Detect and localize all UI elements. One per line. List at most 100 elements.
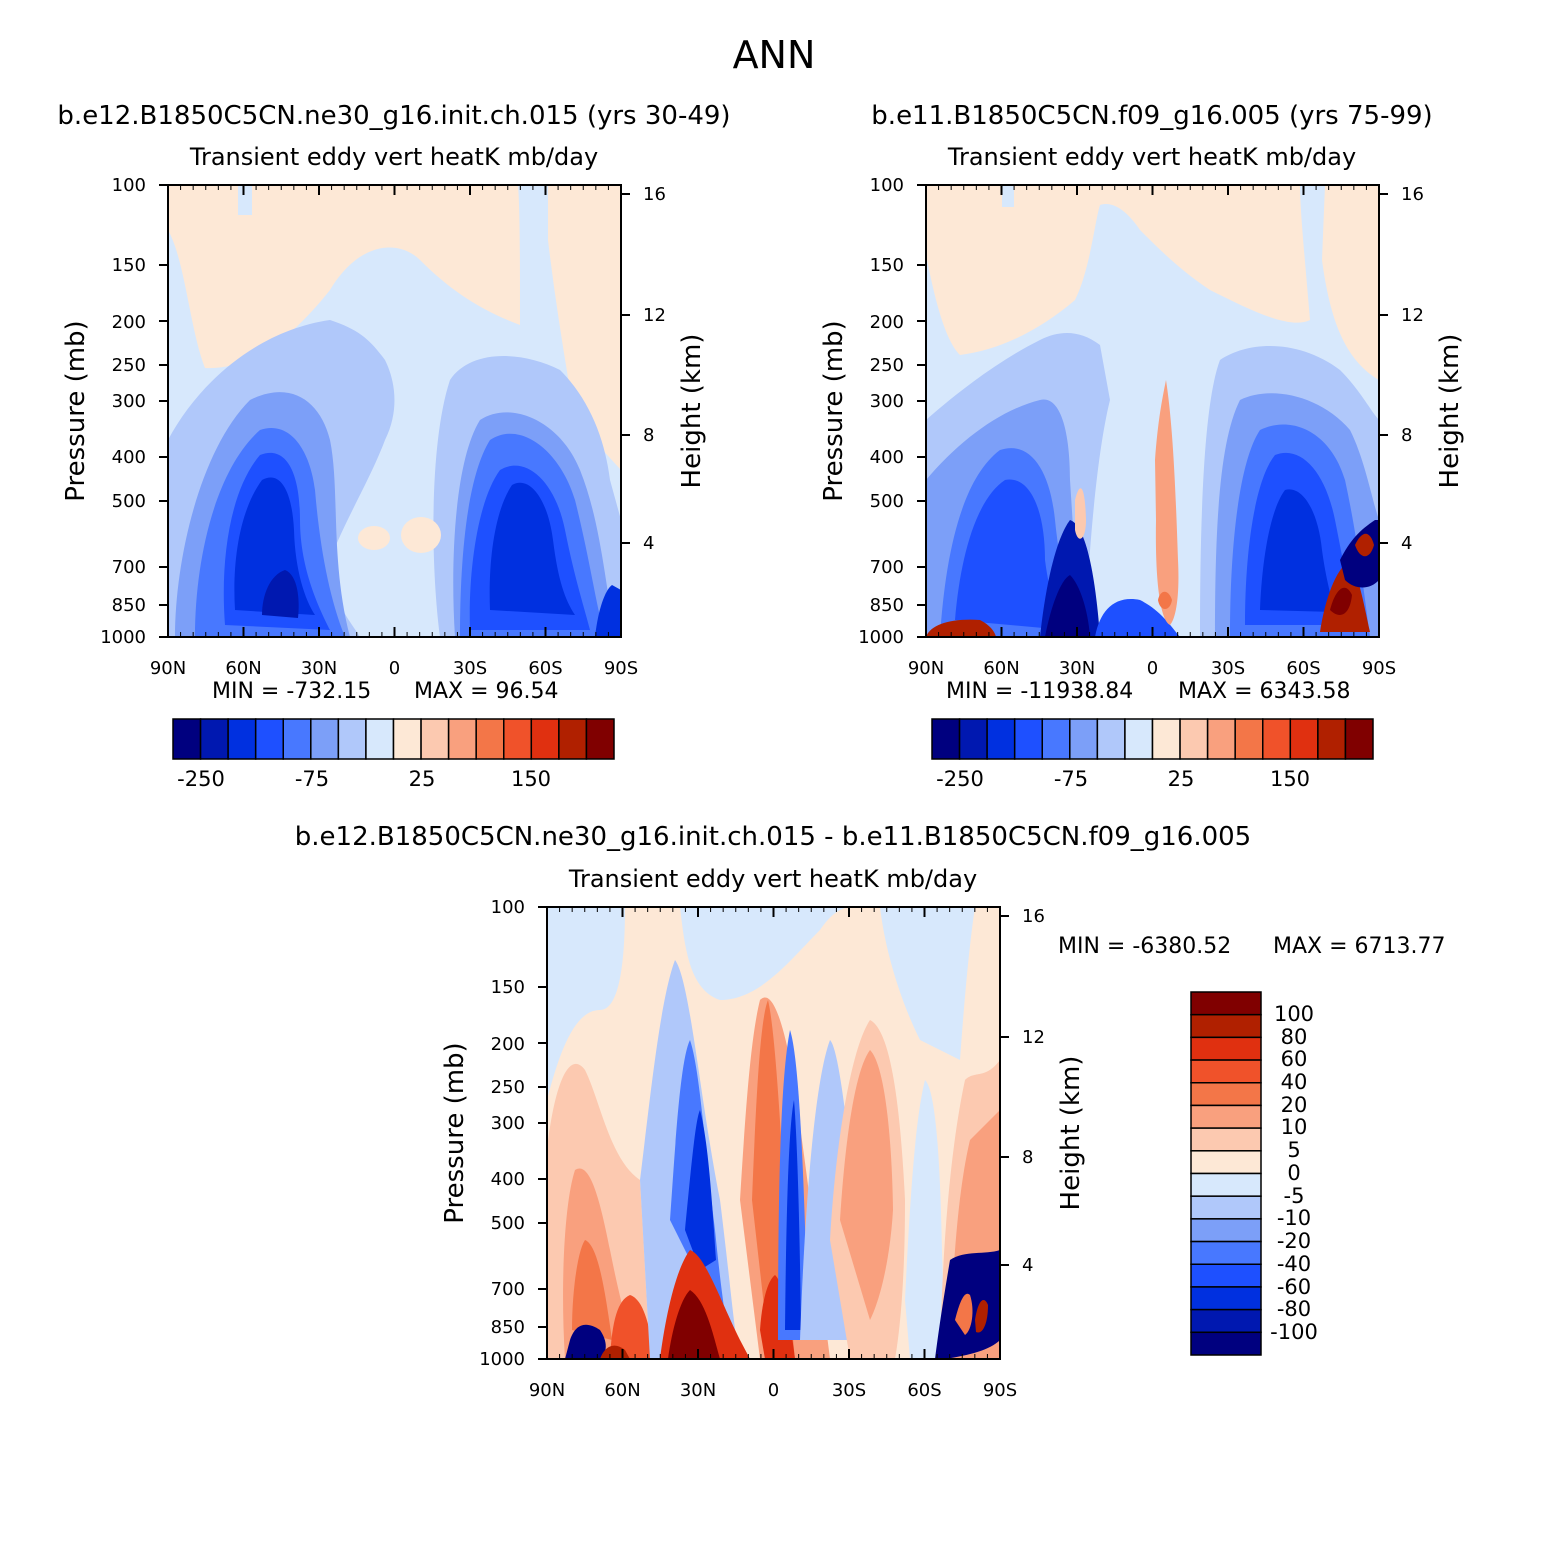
colorbar-label: 80 xyxy=(1281,1025,1308,1049)
colorbar-swatch xyxy=(1190,991,1262,1016)
case-title: b.e11.B1850C5CN.f09_g16.005 (yrs 75-99) xyxy=(871,101,1432,131)
colorbar-label: 60 xyxy=(1281,1047,1308,1071)
case-title: b.e12.B1850C5CN.ne30_g16.init.ch.015 (yr… xyxy=(57,101,730,131)
colorbar-swatch xyxy=(986,718,1016,760)
y-tick-label: 850 xyxy=(870,595,904,616)
colorbar-swatch xyxy=(1190,1150,1262,1175)
x-tick-label: 60N xyxy=(604,1380,640,1401)
y2-tick-label: 4 xyxy=(1022,1255,1033,1276)
x-tick-label: 60S xyxy=(1286,658,1320,679)
x-ticks: 90N 60N 30N 0 30S 60S 90S xyxy=(908,658,1396,679)
colorbar xyxy=(1190,991,1262,1356)
min-label: MIN = -11938.84 xyxy=(946,679,1133,704)
colorbar-label: 100 xyxy=(1274,1002,1314,1026)
colorbar-swatch xyxy=(1190,1013,1262,1039)
y-ticks: 100 150 200 250 300 400 500 700 850 1000 xyxy=(858,175,904,648)
x-tick-label: 30S xyxy=(1211,658,1245,679)
y2-tick-label: 16 xyxy=(1401,184,1424,205)
colorbar-swatch xyxy=(1069,718,1099,760)
y-tick-label: 150 xyxy=(112,255,146,276)
y-tick-label: 300 xyxy=(870,391,904,412)
y-tick-label: 500 xyxy=(870,491,904,512)
colorbar-swatch xyxy=(530,718,560,760)
y2-ticks: 16 12 8 4 xyxy=(1401,184,1424,554)
colorbar-label: 10 xyxy=(1281,1115,1308,1139)
contour-field xyxy=(168,185,621,637)
y-tick-label: 1000 xyxy=(858,627,904,648)
colorbar-swatch xyxy=(1124,718,1154,760)
x-tick-label: 30S xyxy=(832,1380,866,1401)
colorbar-swatch xyxy=(282,718,312,760)
y-tick-label: 400 xyxy=(491,1169,525,1190)
colorbar-swatch xyxy=(1190,1308,1262,1334)
y-tick-label: 200 xyxy=(491,1034,525,1055)
panel-top-left: b.e12.B1850C5CN.ne30_g16.init.ch.015 (yr… xyxy=(57,101,730,791)
y-tick-label: 400 xyxy=(112,447,146,468)
colorbar-swatch xyxy=(1190,1286,1262,1311)
colorbar-label: -250 xyxy=(936,767,984,791)
colorbar-swatch xyxy=(1190,1263,1262,1288)
colorbar-swatch xyxy=(1317,718,1347,760)
colorbar-swatch xyxy=(199,718,229,760)
axis-ticks xyxy=(538,906,1009,1360)
colorbar-swatch xyxy=(1190,1240,1262,1265)
y2-tick-label: 16 xyxy=(643,184,666,205)
colorbar-swatch xyxy=(1190,1172,1262,1197)
colorbar-swatch xyxy=(1190,1082,1262,1107)
x-tick-label: 30S xyxy=(453,658,487,679)
y2-tick-label: 12 xyxy=(1022,1027,1045,1048)
colorbar-swatch xyxy=(931,718,961,760)
plot-title: Transient eddy vert heatK mb/day xyxy=(568,865,977,893)
y-tick-label: 500 xyxy=(112,491,146,512)
x-tick-label: 30N xyxy=(680,1380,716,1401)
y-tick-label: 700 xyxy=(112,557,146,578)
y-axis-label: Pressure (mb) xyxy=(819,320,849,501)
colorbar-swatch xyxy=(1234,718,1264,760)
y-tick-label: 150 xyxy=(870,255,904,276)
colorbar-swatch xyxy=(337,718,367,760)
y-tick-label: 850 xyxy=(491,1317,525,1338)
panel-bottom: b.e12.B1850C5CN.ne30_g16.init.ch.015 - b… xyxy=(295,822,1446,1401)
colorbar-swatch xyxy=(420,718,450,760)
y2-axis-label: Height (km) xyxy=(1056,1056,1086,1211)
plot-title: Transient eddy vert heatK mb/day xyxy=(947,143,1356,171)
y-tick-label: 850 xyxy=(112,595,146,616)
y-tick-label: 700 xyxy=(870,557,904,578)
colorbar-label: -80 xyxy=(1277,1297,1311,1321)
colorbar-label: -75 xyxy=(295,767,329,791)
colorbar-label: -75 xyxy=(1054,767,1088,791)
colorbar-label: 0 xyxy=(1287,1161,1300,1185)
y-axis-label: Pressure (mb) xyxy=(440,1042,470,1223)
y2-tick-label: 8 xyxy=(1401,425,1412,446)
y-tick-label: 500 xyxy=(491,1213,525,1234)
min-label: MIN = -732.15 xyxy=(212,679,371,704)
colorbar xyxy=(172,718,615,760)
colorbar-label: 150 xyxy=(1270,767,1310,791)
colorbar-swatch xyxy=(447,718,477,760)
y-tick-label: 100 xyxy=(870,175,904,196)
y2-tick-label: 8 xyxy=(643,425,654,446)
colorbar-label: 150 xyxy=(511,767,551,791)
colorbar-labels: -250 -75 25 150 xyxy=(177,767,551,791)
colorbar-swatch xyxy=(1262,718,1292,760)
y2-ticks: 16 12 8 4 xyxy=(643,184,666,554)
max-label: MAX = 6343.58 xyxy=(1178,679,1351,704)
y-ticks: 100 150 200 250 300 400 500 700 850 1000 xyxy=(479,897,525,1370)
colorbar-swatch xyxy=(503,718,533,760)
colorbar-swatch xyxy=(1041,718,1071,760)
x-tick-label: 30N xyxy=(1059,658,1095,679)
colorbar-swatch xyxy=(958,718,988,760)
y-tick-label: 200 xyxy=(112,312,146,333)
axis-ticks xyxy=(917,184,1388,638)
x-ticks: 90N 60N 30N 0 30S 60S 90S xyxy=(529,1380,1017,1401)
colorbar xyxy=(931,718,1374,760)
y-tick-label: 100 xyxy=(491,897,525,918)
x-tick-label: 0 xyxy=(768,1380,779,1401)
colorbar-swatch xyxy=(1190,1036,1262,1061)
y2-tick-label: 12 xyxy=(643,305,666,326)
colorbar-swatch xyxy=(392,718,422,760)
case-title: b.e12.B1850C5CN.ne30_g16.init.ch.015 - b… xyxy=(295,822,1251,852)
y2-tick-label: 8 xyxy=(1022,1147,1033,1168)
colorbar-label: -60 xyxy=(1277,1275,1311,1299)
x-tick-label: 60N xyxy=(225,658,261,679)
